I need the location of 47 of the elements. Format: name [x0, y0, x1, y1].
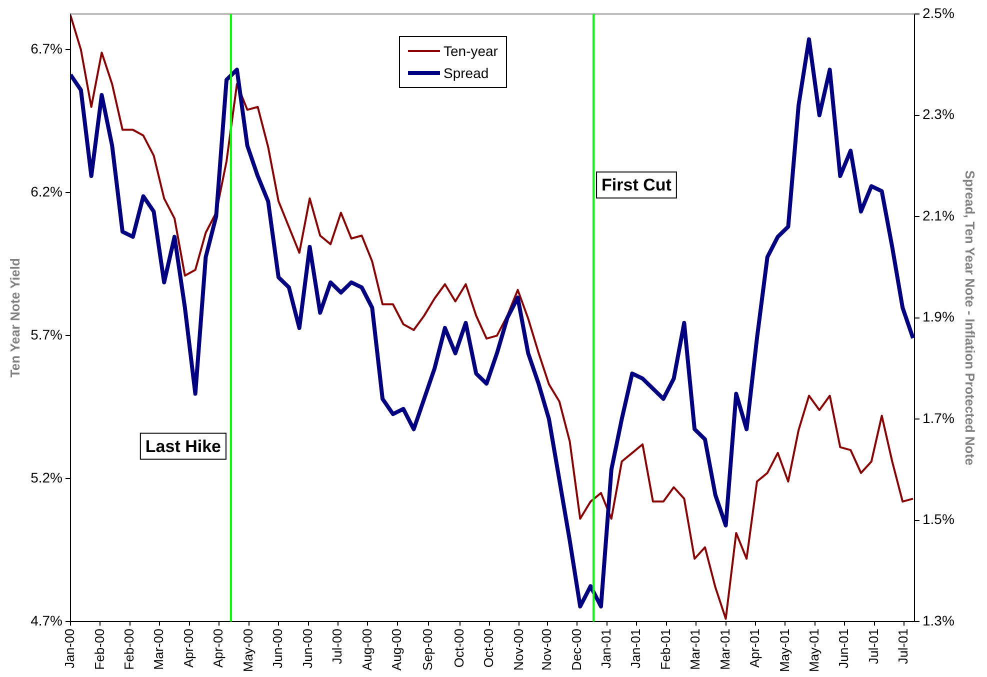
y2-tick-label: 2.1%: [922, 207, 954, 224]
y2-tick-label: 2.5%: [922, 4, 954, 21]
x-tick-label: Oct-00: [481, 628, 496, 668]
ref-line-label: First Cut: [602, 176, 672, 195]
x-tick-label: Aug-00: [388, 628, 404, 671]
legend-label: Ten-year: [444, 43, 498, 59]
x-tick-label: Oct-00: [451, 628, 466, 668]
x-tick-label: Jun-00: [270, 628, 286, 668]
y-tick-label: 5.7%: [30, 326, 63, 343]
y2-tick-label: 1.7%: [922, 410, 954, 426]
y2-tick-label: 1.3%: [922, 612, 954, 629]
x-tick-label: Dec-00: [568, 628, 584, 671]
x-tick-label: Jun-01: [836, 628, 852, 668]
x-tick-label: Jan-01: [598, 628, 614, 668]
x-tick-label: May-01: [776, 628, 792, 672]
x-tick-label: Nov-00: [539, 628, 554, 671]
x-tick-label: Jul-01: [896, 628, 911, 664]
y2-tick-label: 2.3%: [922, 106, 954, 122]
x-tick-label: Jul-00: [330, 628, 345, 664]
y2-tick-label: 1.5%: [922, 511, 954, 528]
x-tick-label: Sep-00: [420, 628, 436, 671]
y-tick-label: 6.7%: [30, 40, 63, 57]
x-tick-label: Nov-00: [510, 628, 526, 671]
x-tick-label: Feb-00: [122, 628, 137, 670]
x-tick-label: Apr-01: [747, 628, 762, 668]
x-tick-label: May-01: [806, 628, 822, 672]
x-tick-label: Feb-01: [658, 628, 673, 670]
x-tick-label: Apr-00: [210, 628, 226, 668]
x-tick-label: Jun-00: [300, 628, 315, 668]
x-tick-label: Jan-00: [62, 628, 78, 668]
x-tick-label: Mar-01: [717, 628, 732, 670]
x-tick-label: Mar-01: [688, 628, 703, 670]
x-tick-label: Aug-00: [359, 628, 374, 671]
y-axis-title: Ten Year Note Yield: [7, 258, 22, 378]
x-tick-label: Mar-00: [151, 628, 166, 670]
y2-axis-title: Spread, Ten Year Note - Inflation Protected Note: [962, 170, 978, 466]
x-tick-label: Feb-00: [92, 628, 107, 670]
x-tick-label: Jul-01: [866, 628, 881, 664]
x-tick-label: May-00: [240, 628, 256, 672]
y2-tick-label: 1.9%: [922, 308, 954, 325]
y-tick-label: 4.7%: [30, 612, 63, 629]
y-tick-label: 6.2%: [30, 184, 63, 200]
x-tick-label: Jan-01: [628, 628, 644, 668]
y-tick-label: 5.2%: [30, 470, 63, 486]
x-tick-label: Apr-00: [180, 628, 196, 668]
ref-line-label: Last Hike: [145, 436, 221, 456]
legend-label: Spread: [444, 65, 489, 81]
